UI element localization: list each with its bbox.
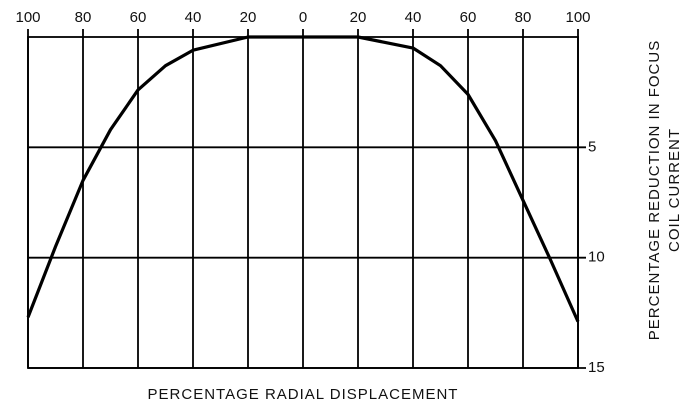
x-tick-label: 80 [515,9,532,26]
y-axis-label: COIL CURRENT [666,128,683,252]
x-tick-label: 60 [460,9,477,26]
x-axis-label: PERCENTAGE RADIAL DISPLACEMENT [148,386,459,403]
x-tick-label: 100 [15,9,40,26]
data-line [26,35,580,323]
x-tick-label: 100 [565,9,590,26]
x-tick-label: 60 [130,9,147,26]
y-tick-label: 5 [588,138,596,155]
x-tick-label: 40 [185,9,202,26]
x-tick-label: 40 [405,9,422,26]
x-tick-label: 20 [350,9,367,26]
y-axis-label: PERCENTAGE REDUCTION IN FOCUS [646,40,663,340]
y-tick-label: 15 [588,359,605,376]
x-tick-label: 20 [240,9,257,26]
y-tick-label: 10 [588,249,605,266]
x-tick-label: 80 [75,9,92,26]
x-tick-label: 0 [299,9,307,26]
